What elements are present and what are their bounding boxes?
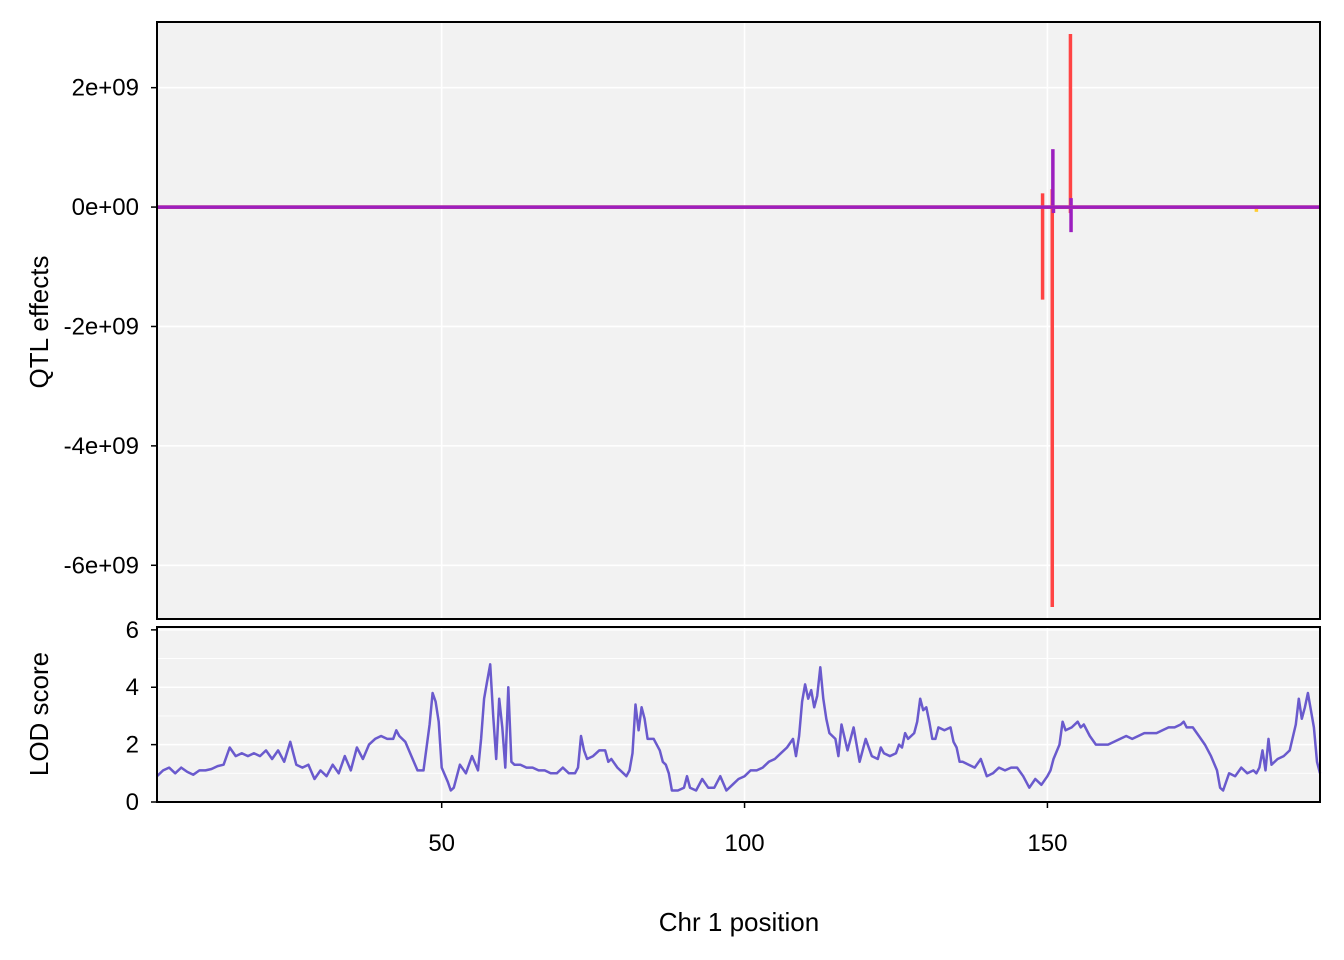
- x-axis-title: Chr 1 position: [659, 907, 819, 937]
- lod-score-panel: 0 2 4 6 50 100 150 LOD score Chr 1 position: [24, 617, 1322, 937]
- lod-y-tick-label: 2: [126, 732, 139, 759]
- qtl-effects-y-tick-label: 2e+09: [72, 75, 139, 102]
- qtl-effects-y-tick-label: -6e+09: [64, 552, 139, 579]
- lod-y-tick-label: 4: [126, 674, 139, 701]
- lod-plot-background: [157, 627, 1320, 802]
- x-tick-label: 100: [725, 830, 765, 857]
- qtl-effects-series: [157, 33, 1320, 608]
- lod-series: [156, 663, 1322, 792]
- qtl-effects-y-ticks: 2e+09 0e+00 -2e+09 -4e+09 -6e+09: [64, 75, 157, 579]
- x-tick-label: 50: [428, 830, 455, 857]
- qtl-effects-y-tick-label: -4e+09: [64, 433, 139, 460]
- lod-y-tick-label: 0: [126, 789, 139, 816]
- lod-y-axis-title: LOD score: [24, 652, 54, 776]
- qtl-effects-y-tick-label: 0e+00: [72, 194, 139, 221]
- qtl-effects-plot-background: [156, 21, 1321, 620]
- lod-score-line: [156, 663, 1322, 792]
- lod-y-ticks: 0 2 4 6: [126, 617, 157, 816]
- qtl-effects-y-tick-label: -2e+09: [64, 313, 139, 340]
- lod-y-tick-label: 6: [126, 617, 139, 644]
- lod-frame: [156, 626, 1321, 803]
- qtl-effects-y-axis-title: QTL effects: [24, 256, 54, 389]
- qtl-effects-panel: 2e+09 0e+00 -2e+09 -4e+09 -6e+09 QTL effects: [24, 21, 1321, 620]
- qtl-effects-frame: [156, 21, 1321, 620]
- x-axis-ticks: 50 100 150: [428, 802, 1067, 857]
- x-tick-label: 150: [1027, 830, 1067, 857]
